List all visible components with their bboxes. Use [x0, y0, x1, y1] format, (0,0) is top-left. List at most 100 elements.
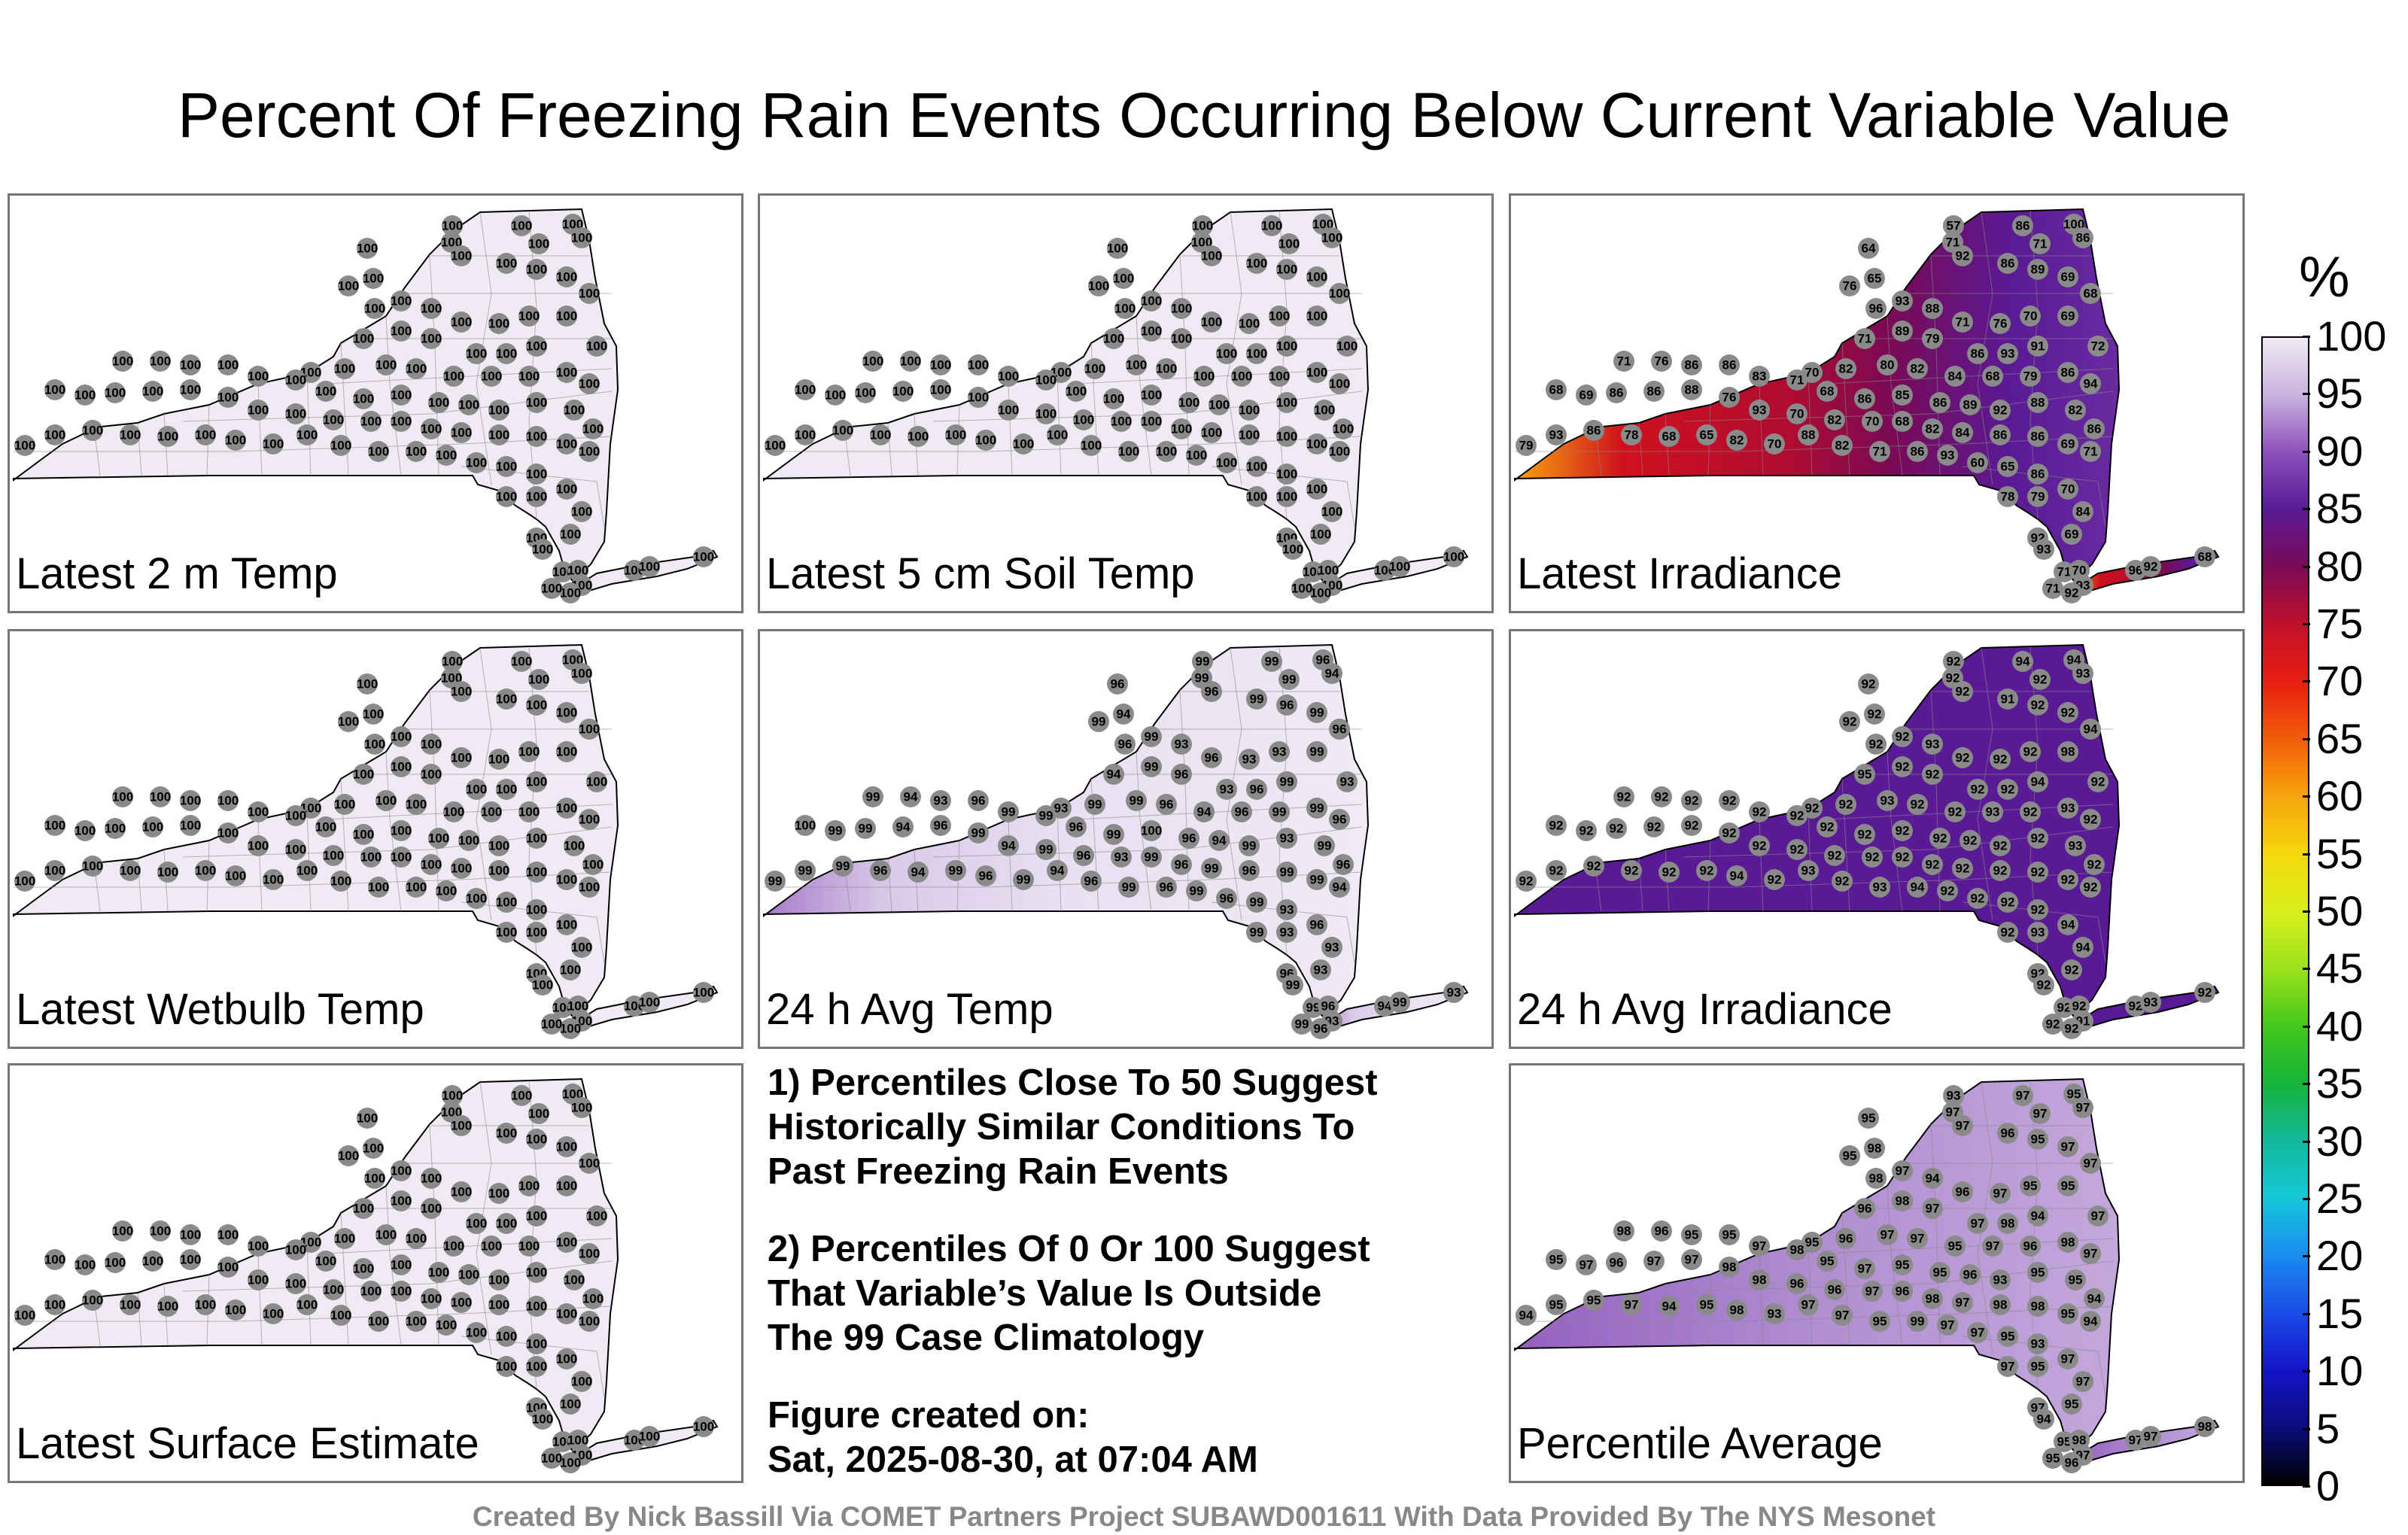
station-marker: 93 [1276, 828, 1297, 849]
station-marker: 100 [74, 820, 96, 841]
station-value: 99 [1107, 828, 1121, 842]
station-marker: 100 [451, 1292, 472, 1313]
station-value: 100 [44, 383, 65, 397]
station-marker: 100 [526, 1262, 547, 1283]
station-value: 100 [870, 428, 891, 442]
station-marker: 84 [2072, 501, 2093, 522]
station-marker: 100 [451, 1115, 472, 1136]
station-marker: 100 [150, 1220, 171, 1242]
station-value: 92 [2001, 783, 2015, 797]
station-value: 96 [1790, 1277, 1804, 1291]
station-marker: 100 [496, 922, 517, 943]
station-value: 100 [1276, 263, 1297, 277]
station-marker: 92 [1997, 892, 2018, 913]
station-marker: 93 [1276, 899, 1297, 920]
station-value: 97 [2061, 1352, 2075, 1366]
station-value: 92 [2091, 775, 2105, 789]
station-value: 100 [571, 1375, 592, 1389]
station-value: 96 [2065, 1456, 2079, 1470]
station-marker: 92 [1749, 801, 1770, 822]
station-marker: 100 [391, 1281, 412, 1302]
station-value: 100 [391, 294, 412, 309]
station-marker: 100 [579, 877, 600, 898]
station-value: 96 [1235, 805, 1249, 819]
station-marker: 100 [556, 869, 577, 890]
station-marker: 100 [1111, 411, 1132, 432]
station-marker: 100 [44, 1249, 65, 1270]
station-value: 100 [825, 388, 846, 403]
station-value: 97 [1647, 1254, 1662, 1269]
station-marker: 100 [1278, 233, 1300, 254]
station-marker: 100 [180, 1224, 201, 1245]
station-marker: 68 [1892, 411, 1913, 432]
station-marker: 82 [1726, 430, 1747, 451]
station-value: 78 [1625, 428, 1639, 442]
county-boundary [182, 1260, 613, 1292]
station-value: 100 [518, 1239, 540, 1254]
station-marker: 92 [1696, 860, 1717, 881]
county-boundary [932, 391, 1363, 422]
station-value: 98 [1722, 1260, 1737, 1275]
station-marker: 92 [2084, 854, 2105, 875]
station-value: 98 [1790, 1243, 1804, 1257]
station-marker: 82 [2065, 400, 2086, 421]
station-value: 96 [934, 819, 948, 833]
station-value: 99 [1017, 873, 1031, 887]
county-boundary [182, 391, 613, 422]
station-marker: 100 [556, 1232, 577, 1253]
station-marker: 97 [1832, 1305, 1853, 1326]
station-value: 99 [1310, 706, 1324, 720]
station-value: 100 [541, 1451, 562, 1466]
station-value: 100 [451, 315, 472, 330]
station-value: 100 [1239, 403, 1260, 418]
station-value: 71 [1617, 354, 1631, 369]
station-marker: 94 [1193, 801, 1215, 822]
county-boundary [1683, 826, 2114, 858]
station-marker: 100 [285, 369, 306, 391]
station-value: 100 [466, 456, 487, 470]
station-value: 94 [1212, 834, 1227, 848]
station-marker: 76 [1839, 275, 1860, 296]
station-marker: 100 [1261, 215, 1282, 236]
station-marker: 86 [2057, 362, 2078, 383]
station-marker: 100 [1269, 305, 1290, 327]
station-marker: 100 [195, 860, 216, 881]
station-value: 100 [693, 550, 714, 564]
station-marker: 100 [120, 424, 141, 445]
station-marker: 93 [1982, 801, 2003, 822]
station-marker: 99 [1276, 771, 1297, 792]
station-value: 100 [391, 760, 412, 774]
station-marker: 100 [451, 245, 472, 266]
station-value: 99 [949, 864, 963, 878]
station-value: 100 [968, 391, 989, 405]
station-value: 86 [1647, 385, 1662, 399]
panel-24h-avg-irradiance: 92 92 94 94 93 92 92 92 92 92 91 92 92 92 92 93 92 92 92 98… [1509, 629, 2245, 1049]
station-marker: 100 [1216, 343, 1237, 364]
station-marker: 99 [862, 786, 883, 807]
station-value: 96 [1084, 874, 1099, 889]
station-value: 100 [441, 671, 462, 685]
colorbar-tick-mark [2303, 910, 2310, 913]
station-marker: 100 [693, 546, 714, 567]
station-marker: 100 [466, 1322, 487, 1343]
station-marker: 97 [1798, 1294, 1819, 1315]
station-marker: 100 [1201, 312, 1222, 333]
station-value: 100 [571, 941, 592, 955]
station-marker: 93 [1171, 734, 1192, 755]
station-value: 100 [421, 737, 442, 752]
station-marker: 94 [2080, 373, 2101, 394]
station-marker: 92 [2087, 771, 2109, 792]
station-value: 96 [1220, 892, 1234, 906]
station-value: 100 [496, 257, 517, 271]
county-boundary [1759, 819, 1764, 912]
station-marker: 98 [1922, 1288, 1943, 1309]
station-marker: 99 [1282, 974, 1303, 995]
station-value: 100 [930, 358, 951, 372]
station-value: 100 [466, 347, 487, 361]
station-value: 100 [1333, 422, 1354, 436]
station-value: 100 [1318, 564, 1339, 578]
station-value: 100 [142, 1254, 163, 1269]
colorbar-tick-mark [2303, 1025, 2310, 1028]
station-value: 94 [904, 790, 918, 804]
station-value: 94 [2016, 655, 2030, 669]
